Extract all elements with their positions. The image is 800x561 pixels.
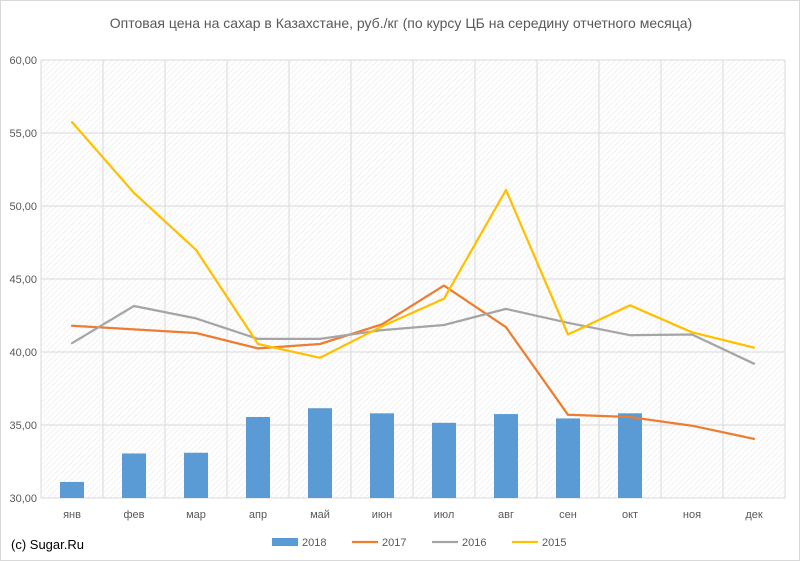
bar-2018 [60,481,84,498]
bar-2018 [618,413,642,498]
bar-2018 [308,408,332,498]
legend-label-2015: 2015 [542,537,566,549]
line-series-2016 [70,304,756,365]
x-tick-label: фев [123,509,144,521]
legend-swatch-2018 [272,538,298,546]
line-series-2015 [70,120,756,359]
x-tick-label: авг [498,509,514,521]
y-tick-label: 55,00 [9,128,37,140]
x-tick-label: окт [622,509,638,521]
x-tick-label: мар [186,509,206,521]
x-tick-label: дек [745,509,763,521]
y-tick-label: 45,00 [9,274,37,286]
legend-label-2016: 2016 [462,537,486,549]
line-series-2017 [70,284,756,441]
x-tick-label: май [310,509,330,521]
x-tick-label: июн [372,509,392,521]
legend-label-2018: 2018 [302,537,326,549]
bar-2018 [432,422,456,498]
y-tick-label: 50,00 [9,201,37,213]
bar-2018 [556,418,580,498]
x-tick-label: июл [434,509,455,521]
legend-label-2017: 2017 [382,537,406,549]
chart-title: Оптовая цена на сахар в Казахстане, руб.… [110,15,692,31]
x-tick-label: сен [559,509,577,521]
bar-2018 [370,413,394,498]
y-tick-label: 40,00 [9,347,37,359]
y-tick-label: 30,00 [9,493,37,505]
bar-2018 [184,452,208,498]
credit-text: (c) Sugar.Ru [11,537,84,552]
x-tick-label: ноя [683,509,701,521]
x-tick-label: апр [249,509,267,521]
x-tick-label: янв [63,509,81,521]
bar-2018 [246,416,270,498]
bar-2018 [122,453,146,498]
y-tick-label: 35,00 [9,420,37,432]
y-tick-label: 60,00 [9,55,37,67]
bar-2018 [494,414,518,498]
